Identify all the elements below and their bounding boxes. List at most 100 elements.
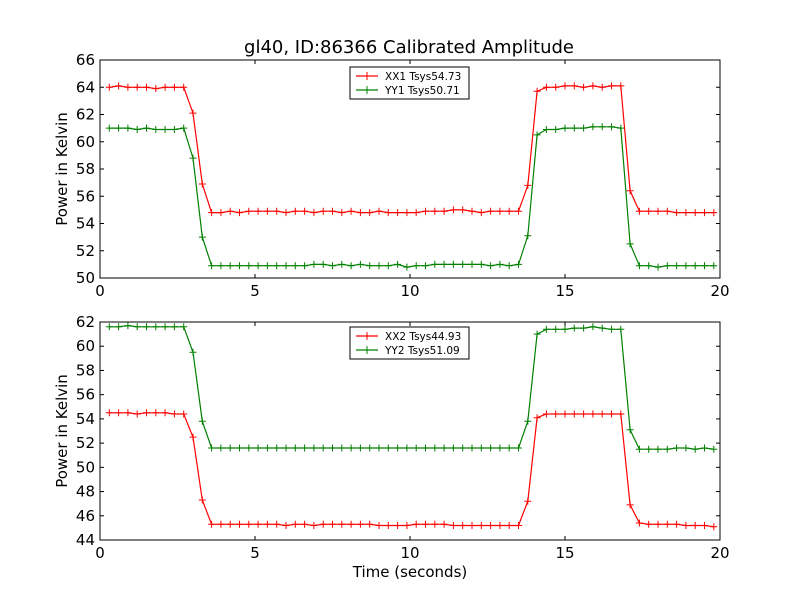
data-point [431,207,439,215]
data-point [115,409,123,417]
data-point [589,123,597,131]
data-point [496,207,504,215]
data-point [291,520,299,528]
data-point [515,207,522,215]
data-point [412,209,420,217]
data-point [254,520,262,528]
data-point [263,207,271,215]
data-point [608,410,615,418]
data-point [170,410,178,418]
data-point [468,522,476,529]
data-point [403,522,411,529]
data-point [170,126,178,133]
y-tick-label: 44 [76,531,95,549]
chart-panel-1: 0 5 10 15 20 50 52 54 56 58 60 62 64 66 Power in Kelvi… [53,51,730,300]
y-tick-label: 64 [76,78,95,96]
data-point [431,444,439,452]
data-point [598,123,606,131]
data-point [608,123,615,131]
data-point [375,522,383,529]
data-point [310,444,318,452]
data-point [245,207,253,215]
data-point [198,180,206,188]
data-point [645,262,653,270]
data-point [412,444,420,452]
data-point [431,260,439,268]
data-point [291,207,299,215]
data-point [208,520,216,528]
data-point [366,209,374,217]
data-point [459,522,467,529]
data-point [338,444,346,452]
data-point [663,520,671,528]
data-point [477,522,485,529]
data-point [394,444,402,452]
data-point [133,323,141,331]
data-point [226,262,234,270]
data-point [682,522,690,529]
data-point [347,262,355,270]
data-point [598,324,606,332]
data-point [226,207,234,215]
data-point [589,410,597,418]
data-point [440,444,448,452]
data-point [496,260,504,268]
data-point [161,83,169,91]
data-point [310,522,318,529]
x-tick-label: 5 [250,282,260,300]
x-tick-label: 0 [95,544,105,562]
legend-label: XX1 Tsys54.73 [385,71,461,83]
data-point [254,262,262,270]
data-point [403,263,411,271]
data-point [236,520,243,528]
data-point [152,85,160,93]
data-point [152,409,160,417]
data-point [552,325,560,333]
data-point [682,262,690,270]
data-point [273,444,281,452]
data-point [701,444,708,452]
data-point [143,409,150,417]
data-point [208,262,216,270]
data-point [673,209,681,217]
legend: XX1 Tsys54.73 YY1 Tsys50.71 [349,66,470,100]
data-point [310,260,318,268]
data-point [236,262,243,270]
legend-box [349,326,470,360]
data-point [515,522,522,529]
data-point [384,522,392,529]
y-tick-label: 50 [76,269,95,287]
data-point [663,207,671,215]
data-point [524,497,532,505]
series-xx2 [105,409,718,531]
data-point [394,209,402,217]
data-point [533,87,541,95]
data-point [301,444,309,452]
data-point [654,520,662,528]
data-point [496,444,504,452]
data-point [263,444,271,452]
data-point [366,520,374,528]
data-point [608,82,615,90]
data-point [403,444,411,452]
data-point [217,520,225,528]
data-point [189,154,197,162]
data-point [449,444,457,452]
data-point [161,126,169,133]
data-point [245,444,253,452]
data-point [412,262,420,270]
data-point [105,83,113,91]
data-point [598,83,606,91]
data-point [403,209,411,217]
x-tick-label: 20 [710,282,729,300]
data-point [329,444,336,452]
legend-marker [363,332,371,340]
data-point [282,522,290,529]
data-point [254,207,262,215]
data-point [691,522,699,529]
data-point [496,522,504,529]
legend-item: XX1 Tsys54.73 [356,71,461,83]
data-point [645,445,653,453]
data-point [161,323,169,331]
